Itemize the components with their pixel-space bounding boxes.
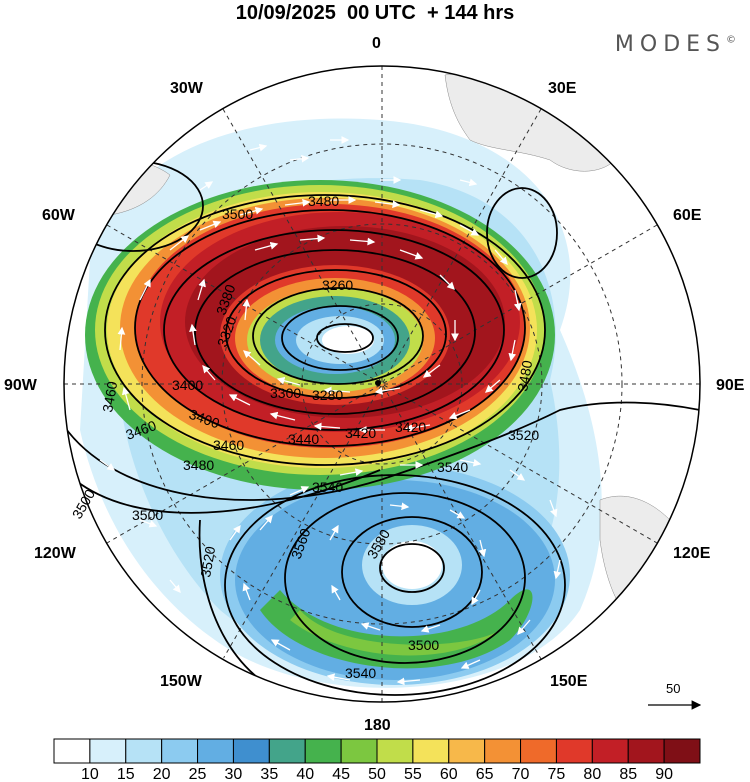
wind-vectors (99, 136, 621, 686)
lon-label-60w: 60W (42, 207, 76, 224)
lon-label-180: 180 (364, 717, 391, 734)
colorbar-tick-label: 55 (404, 766, 422, 782)
colorbar-tick-label: 85 (619, 766, 637, 782)
contour-label: 3540 (312, 479, 343, 495)
colorbar-tick-label: 65 (476, 766, 494, 782)
colorbar-tick-label: 70 (512, 766, 530, 782)
contour-label: 3480 (183, 457, 214, 473)
map-boundary (63, 65, 701, 703)
colorbar-tick-label: 90 (655, 766, 673, 782)
colorbar-swatch (484, 738, 522, 764)
brand-logo: MODES© (615, 32, 736, 57)
map-title: 10/09/2025 00 UTC + 144 hrs (235, 2, 515, 24)
colorbar-tick-label: 30 (225, 766, 243, 782)
pole-marker (375, 380, 381, 386)
colorbar-swatch (627, 738, 665, 764)
colorbar-swatch (376, 738, 414, 764)
lon-label-90e: 90E (716, 377, 745, 394)
colorbar-swatch (89, 738, 127, 764)
brand-text: MODES (614, 32, 726, 57)
contour-label: 3460 (99, 380, 120, 414)
colorbar-tick-label: 25 (189, 766, 207, 782)
lon-label-90w: 90W (4, 377, 38, 394)
colorbar-swatch (448, 738, 486, 764)
colorbar-tick-label: 20 (153, 766, 171, 782)
colorbar-swatch (125, 738, 163, 764)
colorbar-tick-label: 50 (368, 766, 386, 782)
colorbar-swatch (412, 738, 450, 764)
graticule (64, 66, 700, 702)
height-contours (64, 160, 700, 701)
vector-scale: 50 (648, 681, 702, 710)
colorbar-tick-label: 80 (583, 766, 601, 782)
colorbar-tick-label: 75 (548, 766, 566, 782)
colorbar-tick-label: 45 (332, 766, 350, 782)
colorbar-swatch (161, 738, 199, 764)
contour-label: 3420 (395, 419, 426, 435)
colorbar-tick-label: 40 (296, 766, 314, 782)
contour-label: 3500 (408, 637, 439, 653)
contour-label: 3400 (172, 377, 203, 393)
contour-label: 3540 (345, 665, 376, 681)
longitude-labels: 0 30E 60E 90E 120E 150E 180 150W 120W 90… (4, 35, 745, 734)
lon-label-150e: 150E (550, 673, 588, 690)
colorbar-swatch (268, 738, 306, 764)
contour-label: 3460 (213, 437, 244, 453)
colorbar-swatch (304, 738, 342, 764)
colorbar-tick-label: 60 (440, 766, 458, 782)
colorbar-tick-label: 10 (81, 766, 99, 782)
vector-scale-label: 50 (666, 681, 680, 696)
lon-label-120e: 120E (673, 545, 711, 562)
contour-label: 3420 (345, 425, 376, 441)
lon-label-120w: 120W (34, 545, 77, 562)
contour-label: 3300 (270, 385, 301, 401)
contour-label: 3260 (322, 277, 353, 293)
lon-label-0: 0 (372, 35, 381, 52)
contour-label: 3440 (288, 431, 319, 447)
colorbar-swatch (663, 738, 701, 764)
colorbar-swatch (340, 738, 378, 764)
colorbar-swatch (591, 738, 629, 764)
contour-label: 3500 (132, 507, 163, 523)
lon-label-30w: 30W (170, 80, 204, 97)
colorbar-tick-label: 15 (117, 766, 135, 782)
colorbar-swatch (53, 738, 91, 764)
colorbar-swatch (555, 738, 593, 764)
contour-label: 3520 (508, 427, 539, 443)
contour-label: 3480 (514, 359, 535, 393)
contour-label: 3280 (312, 387, 343, 403)
colorbar-swatch (520, 738, 557, 764)
colorbar: 10 15 20 25 30 35 40 45 50 55 60 65 70 75 80 85 90 (53, 738, 701, 782)
contour-label: 3520 (197, 545, 218, 579)
colorbar-swatch (232, 738, 270, 764)
lon-label-30e: 30E (548, 80, 577, 97)
brand-mark: © (726, 34, 736, 46)
lon-label-150w: 150W (160, 673, 203, 690)
colorbar-tick-label: 35 (260, 766, 278, 782)
lon-label-60e: 60E (673, 207, 702, 224)
contour-label: 3540 (437, 459, 468, 475)
contour-label: 3500 (222, 206, 253, 222)
colorbar-swatch (197, 738, 234, 764)
contour-label: 3480 (308, 193, 339, 209)
